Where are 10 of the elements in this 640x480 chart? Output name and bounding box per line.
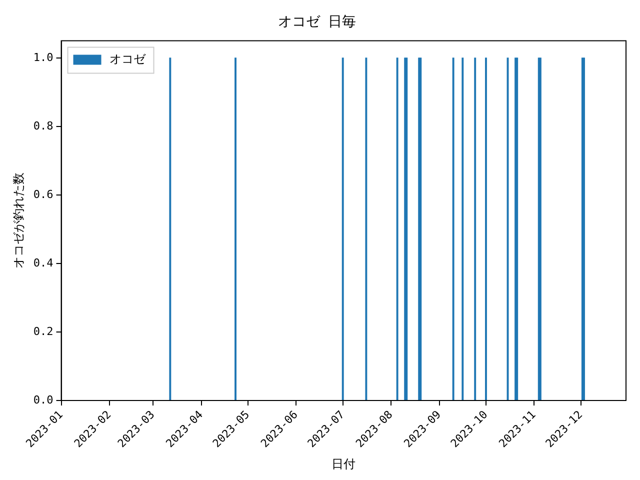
y-tick-label: 0.4 <box>33 256 54 270</box>
legend-label: オコゼ <box>109 52 146 66</box>
x-axis-title: 日付 <box>332 456 356 471</box>
y-tick-label: 0.0 <box>33 393 54 406</box>
chart-title: オコゼ 日毎 <box>278 14 356 30</box>
y-tick-label: 0.2 <box>33 324 54 338</box>
y-tick-label: 0.8 <box>33 119 54 132</box>
y-axis-title: オコゼが釣れた数 <box>11 172 26 269</box>
y-tick-label: 1.0 <box>33 50 54 64</box>
y-tick-label: 0.6 <box>33 188 54 201</box>
